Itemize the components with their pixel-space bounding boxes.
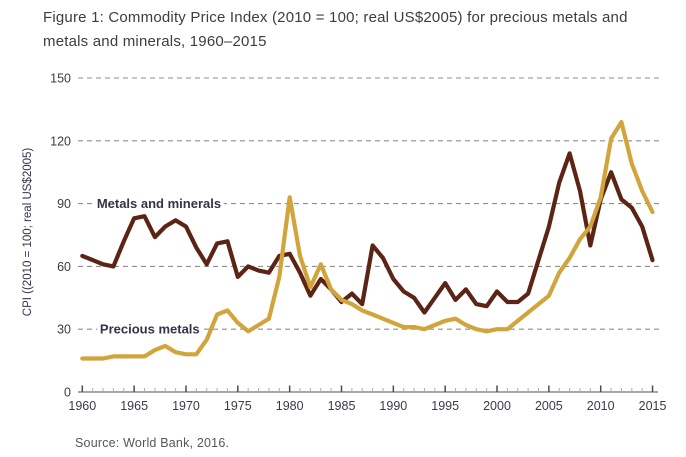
precious-metals-line <box>80 119 655 361</box>
x-tick-label-1965: 1965 <box>120 399 148 413</box>
x-tick-label-1985: 1985 <box>328 399 356 413</box>
metals-and-minerals-line <box>80 151 655 315</box>
y-axis-title: CPI ((2010 = 100; real US$2005) <box>22 148 34 317</box>
x-tick-label-1980: 1980 <box>276 399 304 413</box>
x-axis: 1960 1965 1970 1975 1980 1985 1990 1995 2000 2005… <box>68 385 667 413</box>
x-tick-label-1970: 1970 <box>172 399 200 413</box>
figure-title: Figure 1: Commodity Price Index (2010 = … <box>43 9 628 50</box>
series-labels: Metals and minerals Precious metals <box>93 193 224 341</box>
x-tick-label-2015: 2015 <box>639 399 667 413</box>
x-tick-label-2010: 2010 <box>587 399 615 413</box>
series-lines <box>80 119 655 361</box>
source-note: Source: World Bank, 2016. <box>75 436 230 450</box>
y-tick-label-30: 30 <box>57 323 71 337</box>
x-tick-label-2005: 2005 <box>535 399 563 413</box>
y-tick-label-0: 0 <box>64 386 71 400</box>
x-tick-label-1990: 1990 <box>379 399 407 413</box>
precious-metals-label: Precious metals <box>100 322 200 337</box>
y-axis-tick-labels: 0 30 60 90 120 150 <box>50 72 71 400</box>
x-tick-label-1960: 1960 <box>68 399 96 413</box>
x-tick-label-1975: 1975 <box>224 399 252 413</box>
y-tick-label-120: 120 <box>50 134 71 148</box>
y-tick-label-90: 90 <box>57 197 71 211</box>
metals-and-minerals-label: Metals and minerals <box>97 196 221 211</box>
y-tick-label-60: 60 <box>57 260 71 274</box>
y-tick-label-150: 150 <box>50 72 71 86</box>
x-tick-label-1995: 1995 <box>431 399 459 413</box>
x-tick-label-2000: 2000 <box>483 399 511 413</box>
